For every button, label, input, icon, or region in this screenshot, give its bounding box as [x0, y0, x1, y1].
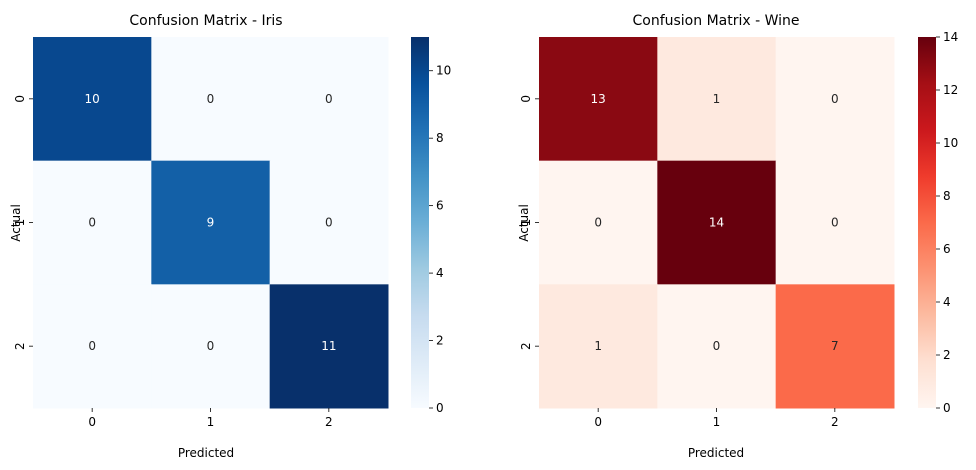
heatmap-cell	[269, 160, 389, 285]
y-tick-label: 1	[519, 219, 533, 227]
cell-value-label: 0	[88, 216, 96, 230]
cell-value-label: 0	[831, 216, 839, 230]
x-tick-labels: 0 1 2	[594, 408, 839, 429]
x-axis-label: Predicted	[178, 446, 234, 460]
x-axis-label: Predicted	[688, 446, 744, 460]
cell-value-label: 0	[88, 339, 96, 353]
cell-value-label: 0	[325, 92, 333, 106]
heatmap-cell	[269, 37, 389, 162]
x-tick-label: 2	[831, 415, 839, 429]
cell-value-label: 9	[207, 216, 215, 230]
y-axis-label: Actual	[517, 204, 531, 242]
heatmap-cell	[657, 37, 777, 162]
cell-value-label: 0	[713, 339, 721, 353]
heatmap-cell	[775, 160, 895, 285]
y-tick-labels: 0 1 2	[13, 95, 33, 350]
cell-value-label: 1	[594, 339, 602, 353]
cell-value-label: 0	[594, 216, 602, 230]
heatmap-cell	[539, 160, 658, 285]
cell-value-label: 7	[831, 339, 839, 353]
colorbar-tick-label: 10	[943, 136, 958, 150]
colorbar	[411, 37, 429, 408]
cell-value-label: 11	[321, 339, 336, 353]
y-tick-labels: 0 1 2	[519, 95, 539, 350]
x-tick-label: 0	[594, 415, 602, 429]
x-tick-label: 0	[88, 415, 96, 429]
colorbar	[918, 37, 936, 408]
cell-value-label: 14	[709, 216, 724, 230]
colorbar-tick-labels: 0 2 4 6 8 10 12 14	[936, 30, 958, 415]
colorbar-tick-label: 8	[943, 189, 951, 203]
heatmap-cell	[33, 160, 152, 285]
x-tick-label: 1	[713, 415, 721, 429]
heatmap-cell	[33, 37, 152, 162]
colorbar-tick-label: 4	[943, 295, 951, 309]
heatmap-cell	[33, 284, 152, 409]
cell-value-label: 0	[207, 92, 215, 106]
colorbar-tick-label: 6	[943, 242, 951, 256]
heatmap-cell	[269, 284, 389, 409]
heatmap-cell	[775, 284, 895, 409]
colorbar-tick-label: 8	[436, 131, 444, 145]
y-tick-label: 1	[13, 219, 27, 227]
y-tick-label: 0	[13, 95, 27, 103]
heatmap-cell	[657, 160, 777, 285]
colorbar-tick-label: 6	[436, 199, 444, 213]
heatmap-cell	[539, 37, 658, 162]
chart-title: Confusion Matrix - Iris	[129, 13, 282, 29]
heatmap-cell	[775, 37, 895, 162]
colorbar-tick-labels: 0 2 4 6 8 10	[429, 64, 451, 415]
y-tick-label: 2	[519, 342, 533, 350]
x-tick-label: 2	[325, 415, 333, 429]
heatmap-cell	[151, 37, 271, 162]
cell-value-label: 0	[831, 92, 839, 106]
colorbar-tick-label: 12	[943, 83, 958, 97]
heatmap-cell	[151, 284, 271, 409]
chart-title: Confusion Matrix - Wine	[632, 13, 799, 29]
cell-value-label: 0	[207, 339, 215, 353]
y-tick-label: 2	[13, 342, 27, 350]
cell-value-label: 0	[325, 216, 333, 230]
heatmap-cell	[151, 160, 271, 285]
cell-value-label: 1	[713, 92, 721, 106]
colorbar-tick-label: 2	[943, 348, 951, 362]
colorbar-tick-label: 10	[436, 64, 451, 78]
colorbar-tick-label: 2	[436, 334, 444, 348]
cell-value-label: 10	[85, 92, 100, 106]
heatmap-cell	[657, 284, 777, 409]
y-tick-label: 0	[519, 95, 533, 103]
colorbar-tick-label: 14	[943, 30, 958, 44]
heatmap-cells: 13 1 0 0 14 0 1 0 7	[539, 37, 895, 409]
x-tick-label: 1	[207, 415, 215, 429]
heatmap-cells: 10 0 0 0 9 0 0 0 11	[33, 37, 389, 409]
x-tick-labels: 0 1 2	[88, 408, 333, 429]
heatmap-cell	[539, 284, 658, 409]
colorbar-tick-label: 0	[943, 401, 951, 415]
cell-value-label: 13	[591, 92, 606, 106]
colorbar-tick-label: 4	[436, 266, 444, 280]
colorbar-tick-label: 0	[436, 401, 444, 415]
y-axis-label: Actual	[9, 204, 23, 242]
